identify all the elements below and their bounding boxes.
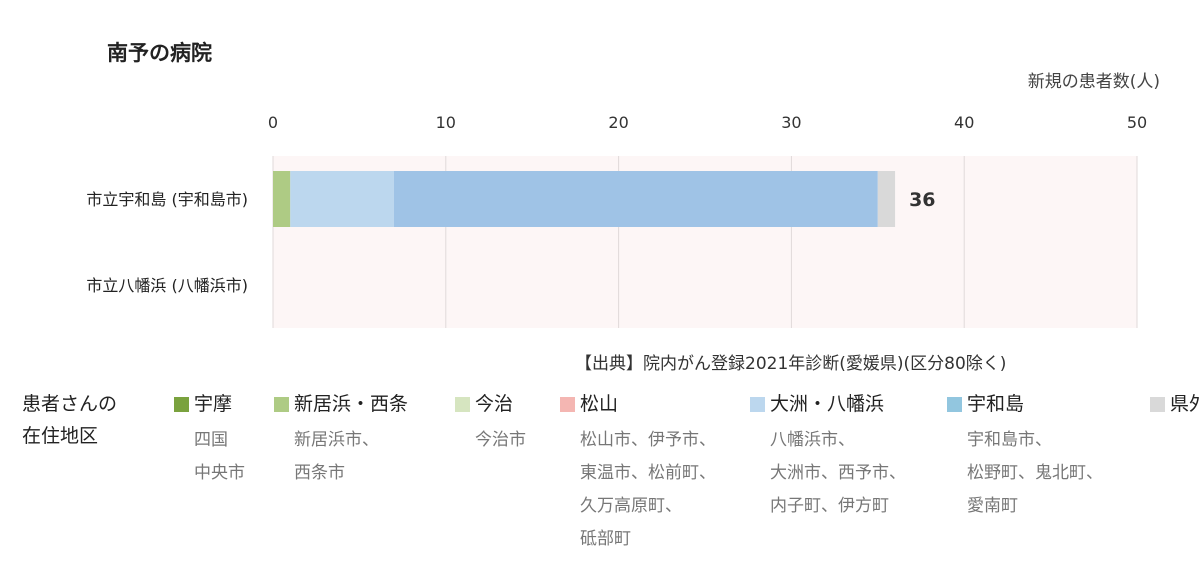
source-note: 【出典】院内がん登録2021年診断(愛媛県)(区分80除く) [575,354,1006,374]
legend-area-text: 東温市、松前町、 [580,463,716,483]
legend-item-label: 大洲・八幡浜 [770,393,884,415]
legend-title: 患者さんの [22,393,117,415]
category-label: 市立宇和島 (宇和島市) [86,190,248,209]
chart-title: 南予の病院 [107,41,212,65]
x-tick-label: 50 [1127,113,1147,132]
legend-area-text: 砥部町 [580,529,631,549]
x-tick-label: 10 [436,113,456,132]
legend-area-text: 四国 [194,430,228,450]
legend-area-text: 大洲市、西予市、 [770,463,906,483]
legend-title: 在住地区 [22,425,98,447]
legend-item-label: 新居浜・西条 [294,393,408,415]
legend-area-text: 松山市、伊予市、 [580,430,716,450]
bar-total-label: 36 [909,189,935,211]
legend-area-text: 八幡浜市、 [770,430,855,450]
bar-segment [393,171,878,227]
legend-item-label: 松山 [580,393,618,415]
legend-area-text: 松野町、鬼北町、 [967,463,1103,483]
legend-item-label: 今治 [475,393,513,415]
category-label: 市立八幡浜 (八幡浜市) [86,276,248,295]
bar-segment [273,171,291,227]
legend-swatch [947,397,962,412]
x-tick-label: 40 [954,113,974,132]
x-tick-label: 30 [781,113,801,132]
legend-swatch [1150,397,1165,412]
bar-segment [290,171,394,227]
legend-area-text: 西条市 [294,463,345,483]
legend-swatch [560,397,575,412]
legend-area-text: 宇和島市、 [967,430,1052,450]
legend-item-label: 県外 [1170,393,1200,415]
legend-swatch [274,397,289,412]
legend-area-text: 内子町、伊方町 [770,496,889,516]
plot-area: 0 10 20 30 40 50 市立宇和島 (宇和島市) 36 市立八幡浜 (八幡浜市) [86,113,1147,328]
legend-swatch [455,397,470,412]
legend-area-text: 新居浜市、 [294,430,379,450]
x-tick-label: 0 [268,113,278,132]
legend-area-text: 久万高原町、 [580,496,682,516]
legend-item-label: 宇和島 [967,393,1024,415]
legend-area-text: 今治市 [475,430,526,450]
legend-swatch [174,397,189,412]
legend-area-text: 中央市 [194,463,245,483]
legend-swatch [750,397,765,412]
x-tick-label: 20 [608,113,628,132]
bar-segment [877,171,896,227]
legend-item-label: 宇摩 [194,393,232,415]
x-axis-unit-label: 新規の患者数(人) [1028,72,1160,92]
legend-area-text: 愛南町 [967,496,1018,516]
